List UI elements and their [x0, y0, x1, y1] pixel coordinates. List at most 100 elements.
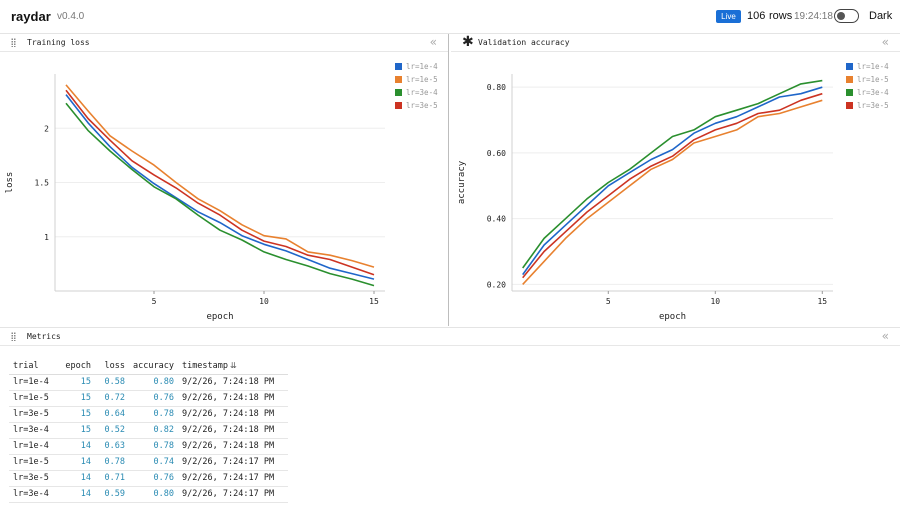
- cell-trial: lr=3e-4: [9, 486, 57, 503]
- x-axis-label: epoch: [206, 312, 233, 322]
- cell-trial: lr=3e-4: [9, 422, 57, 439]
- cell-accuracy: 0.76: [129, 390, 178, 407]
- cell-loss: 0.58: [95, 374, 129, 391]
- cell-loss: 0.72: [95, 390, 129, 407]
- legend-swatch: [846, 76, 853, 83]
- cell-epoch: 15: [57, 390, 95, 407]
- series-line-lr=3e-5: [522, 92, 823, 279]
- chevrons-left-icon[interactable]: «: [881, 329, 889, 343]
- validation-accuracy-panel: ✱ Validation accuracy « 0.20 0.40 0.60 0.80…: [451, 34, 900, 326]
- legend-swatch: [395, 76, 402, 83]
- cell-trial: lr=1e-5: [9, 454, 57, 471]
- cell-timestamp: 9/2/26, 7:24:18 PM: [177, 374, 288, 391]
- legend-label[interactable]: lr=1e-5: [857, 75, 889, 84]
- legend-swatch: [846, 63, 853, 70]
- cell-timestamp: 9/2/26, 7:24:18 PM: [177, 406, 288, 423]
- column-header-accuracy[interactable]: accuracy: [129, 358, 178, 375]
- legend-label[interactable]: lr=1e-4: [857, 62, 889, 71]
- legend-label[interactable]: lr=3e-4: [406, 88, 438, 97]
- panel-header: Training loss «: [0, 34, 448, 52]
- chevrons-left-icon[interactable]: «: [881, 35, 889, 49]
- table-row[interactable]: lr=3e-5 15 0.64 0.78 9/2/26, 7:24:18 PM: [9, 406, 288, 423]
- panel-title: Training loss: [27, 38, 90, 47]
- cell-loss: 0.78: [95, 454, 129, 471]
- y-axis-label: loss: [5, 172, 15, 194]
- sort-down-icon[interactable]: ⇊: [230, 360, 237, 370]
- cell-accuracy: 0.76: [129, 470, 178, 487]
- column-header-label: timestamp: [181, 360, 229, 371]
- cell-timestamp: 9/2/26, 7:24:18 PM: [177, 422, 288, 439]
- cell-accuracy: 0.80: [129, 374, 178, 391]
- series-line-lr=1e-4: [65, 94, 375, 280]
- legend-label[interactable]: lr=1e-5: [406, 75, 438, 84]
- top-bar: raydar v0.4.0 Live 106 rows 19:24:18 Dar…: [0, 0, 900, 34]
- theme-toggle[interactable]: [834, 9, 859, 23]
- series-line-lr=3e-4: [65, 102, 375, 287]
- y-tick-label: 0.60: [487, 149, 506, 158]
- training-loss-panel: Training loss « 1 1.5 2 5 10 15 epoch loss lr=1e…: [0, 34, 449, 326]
- cell-epoch: 15: [57, 422, 95, 439]
- chevrons-left-icon[interactable]: «: [429, 35, 437, 49]
- legend-label[interactable]: lr=3e-5: [857, 101, 889, 110]
- cell-accuracy: 0.80: [129, 486, 178, 503]
- table-header-row: trial epoch loss accuracy timestamp ⇊: [9, 358, 288, 375]
- panel-header: ✱ Validation accuracy «: [451, 34, 900, 52]
- cell-timestamp: 9/2/26, 7:24:18 PM: [177, 390, 288, 407]
- x-tick-label: 10: [710, 297, 720, 306]
- table-row[interactable]: lr=3e-4 14 0.59 0.80 9/2/26, 7:24:17 PM: [9, 486, 288, 503]
- y-tick-label: 1: [44, 233, 49, 242]
- legend-swatch: [846, 89, 853, 96]
- cell-accuracy: 0.78: [129, 406, 178, 423]
- cell-epoch: 14: [57, 486, 95, 503]
- x-tick-label: 5: [606, 297, 611, 306]
- series-line-lr=1e-5: [522, 99, 823, 285]
- cell-trial: lr=3e-5: [9, 470, 57, 487]
- metrics-table: trial epoch loss accuracy timestamp ⇊ lr=…: [9, 358, 288, 503]
- cell-trial: lr=1e-5: [9, 390, 57, 407]
- table-row[interactable]: lr=1e-5 15 0.72 0.76 9/2/26, 7:24:18 PM: [9, 390, 288, 407]
- metrics-panel: Metrics « trial epoch loss accuracy time…: [0, 327, 900, 506]
- cell-accuracy: 0.74: [129, 454, 178, 471]
- cell-epoch: 15: [57, 406, 95, 423]
- y-tick-label: 1.5: [35, 179, 50, 188]
- column-header-epoch[interactable]: epoch: [57, 358, 95, 375]
- legend-label[interactable]: lr=3e-4: [857, 88, 889, 97]
- table-row[interactable]: lr=1e-5 14 0.78 0.74 9/2/26, 7:24:17 PM: [9, 454, 288, 471]
- legend-label[interactable]: lr=3e-5: [406, 101, 438, 110]
- drag-handle-icon[interactable]: [11, 332, 16, 341]
- table-row[interactable]: lr=3e-4 15 0.52 0.82 9/2/26, 7:24:18 PM: [9, 422, 288, 439]
- rows-label: rows: [769, 10, 793, 22]
- cell-epoch: 14: [57, 438, 95, 455]
- y-axis-label: accuracy: [457, 160, 467, 204]
- series-line-lr=1e-4: [522, 86, 823, 276]
- cell-loss: 0.64: [95, 406, 129, 423]
- y-tick-label: 2: [44, 124, 49, 133]
- validation-accuracy-chart: 0.20 0.40 0.60 0.80 5 10 15 epoch accuracy lr=1e-…: [457, 62, 889, 322]
- series-line-lr=3e-4: [522, 79, 823, 269]
- cell-loss: 0.71: [95, 470, 129, 487]
- cell-epoch: 14: [57, 454, 95, 471]
- x-tick-label: 15: [817, 297, 827, 306]
- legend-swatch: [846, 102, 853, 109]
- legend-label[interactable]: lr=1e-4: [406, 62, 438, 71]
- live-badge: Live: [716, 10, 741, 23]
- clock: 19:24:18: [794, 11, 833, 22]
- cell-accuracy: 0.82: [129, 422, 178, 439]
- column-header-trial[interactable]: trial: [9, 358, 57, 375]
- column-header-loss[interactable]: loss: [95, 358, 129, 375]
- x-tick-label: 15: [369, 297, 379, 306]
- panel-title: Validation accuracy: [478, 38, 570, 47]
- cell-timestamp: 9/2/26, 7:24:17 PM: [177, 470, 288, 487]
- cell-loss: 0.63: [95, 438, 129, 455]
- table-row[interactable]: lr=3e-5 14 0.71 0.76 9/2/26, 7:24:17 PM: [9, 470, 288, 487]
- x-tick-label: 5: [152, 297, 157, 306]
- column-header-timestamp[interactable]: timestamp ⇊: [177, 358, 288, 375]
- table-row[interactable]: lr=1e-4 15 0.58 0.80 9/2/26, 7:24:18 PM: [9, 374, 288, 391]
- table-row[interactable]: lr=1e-4 14 0.63 0.78 9/2/26, 7:24:18 PM: [9, 438, 288, 455]
- drag-handle-icon[interactable]: [11, 38, 16, 47]
- toggle-knob: [837, 11, 845, 20]
- asterisk-icon[interactable]: ✱: [462, 34, 474, 50]
- cell-timestamp: 9/2/26, 7:24:17 PM: [177, 486, 288, 503]
- x-axis-label: epoch: [659, 312, 686, 322]
- series-line-lr=3e-5: [65, 89, 375, 276]
